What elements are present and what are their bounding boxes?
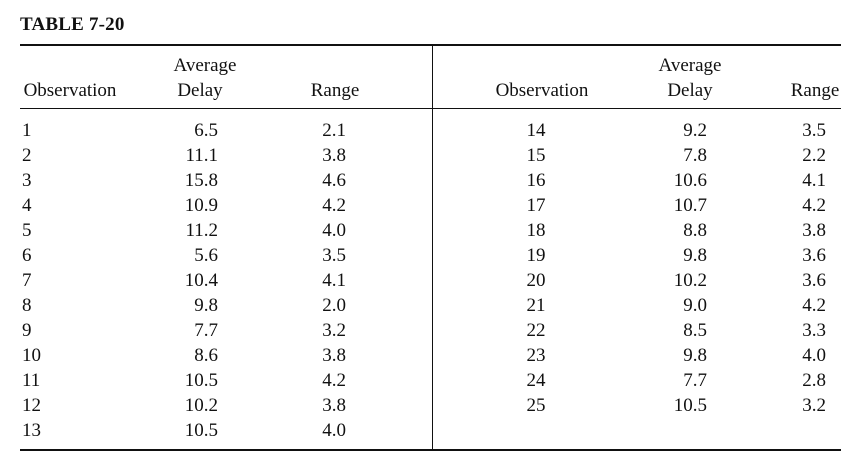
left-observation-cell: 2 [22,145,32,166]
right-observation-cell: 15 [526,145,546,166]
right-range-cell: 4.2 [802,295,826,316]
left-observation-cell: 3 [22,170,32,191]
right-average-delay-cell: 9.0 [683,295,707,316]
right-range-cell: 4.0 [802,345,826,366]
left-range-cell: 4.2 [322,370,346,391]
left-observation-cell: 5 [22,220,32,241]
left-range-cell: 3.8 [322,395,346,416]
left-average-delay-cell: 15.8 [184,170,218,191]
left-header-delay: Delay [177,80,223,101]
left-observation-cell: 10 [22,345,41,366]
left-average-delay-cell: 8.6 [194,345,218,366]
right-average-delay-cell: 10.6 [673,170,707,191]
right-average-delay-cell: 10.2 [673,270,707,291]
right-average-delay-cell: 9.8 [683,345,707,366]
left-header-observation: Observation [23,80,117,101]
right-observation-cell: 17 [526,195,546,216]
left-observation-cell: 9 [22,320,32,341]
right-observation-cell: 24 [526,370,546,391]
left-observation-cell: 11 [22,370,41,391]
right-header-average: Average [658,55,722,76]
left-average-delay-cell: 5.6 [194,245,218,266]
right-observation-cell: 18 [526,220,546,241]
left-range-cell: 3.8 [322,145,346,166]
left-range-cell: 4.6 [322,170,346,191]
left-range-cell: 2.1 [322,120,346,141]
right-observation-cell: 14 [526,120,546,141]
right-range-cell: 3.8 [802,220,826,241]
left-range-cell: 3.5 [322,245,346,266]
right-observation-cell: 16 [526,170,546,191]
left-range-cell: 4.1 [322,270,346,291]
header-rule [20,108,841,109]
left-header-average: Average [173,55,237,76]
left-average-delay-cell: 10.2 [184,395,218,416]
left-range-cell: 4.2 [322,195,346,216]
left-observation-cell: 1 [22,120,32,141]
right-observation-cell: 20 [526,270,546,291]
right-range-cell: 3.6 [802,270,826,291]
right-header-observation: Observation [495,80,589,101]
left-observation-cell: 7 [22,270,32,291]
right-observation-cell: 19 [526,245,546,266]
right-observation-cell: 21 [526,295,546,316]
left-range-cell: 2.0 [322,295,346,316]
left-range-cell: 3.2 [322,320,346,341]
right-range-cell: 3.2 [802,395,826,416]
right-average-delay-cell: 9.8 [683,245,707,266]
right-average-delay-cell: 10.5 [673,395,707,416]
right-range-cell: 4.1 [802,170,826,191]
right-average-delay-cell: 8.5 [683,320,707,341]
left-average-delay-cell: 6.5 [194,120,218,141]
right-average-delay-cell: 7.7 [683,370,707,391]
right-header-range: Range [790,80,840,101]
right-average-delay-cell: 8.8 [683,220,707,241]
left-range-cell: 4.0 [322,220,346,241]
right-average-delay-cell: 10.7 [673,195,707,216]
left-average-delay-cell: 9.8 [194,295,218,316]
right-observation-cell: 22 [526,320,546,341]
left-range-cell: 3.8 [322,345,346,366]
left-average-delay-cell: 10.5 [184,420,218,441]
right-average-delay-cell: 7.8 [683,145,707,166]
left-average-delay-cell: 7.7 [194,320,218,341]
left-average-delay-cell: 10.5 [184,370,218,391]
right-range-cell: 3.6 [802,245,826,266]
right-observation-cell: 23 [526,345,546,366]
right-range-cell: 2.2 [802,145,826,166]
left-average-delay-cell: 10.4 [184,270,218,291]
right-average-delay-cell: 9.2 [683,120,707,141]
right-range-cell: 3.3 [802,320,826,341]
right-range-cell: 2.8 [802,370,826,391]
left-average-delay-cell: 10.9 [184,195,218,216]
right-header-delay: Delay [667,80,713,101]
left-observation-cell: 6 [22,245,32,266]
left-observation-cell: 13 [22,420,41,441]
left-observation-cell: 12 [22,395,41,416]
bottom-rule [20,449,841,451]
left-observation-cell: 8 [22,295,32,316]
right-range-cell: 4.2 [802,195,826,216]
left-average-delay-cell: 11.1 [185,145,218,166]
right-observation-cell: 25 [526,395,546,416]
left-range-cell: 4.0 [322,420,346,441]
right-range-cell: 3.5 [802,120,826,141]
center-divider [432,44,433,451]
left-header-range: Range [310,80,360,101]
left-observation-cell: 4 [22,195,32,216]
table-title: TABLE 7-20 [20,14,125,35]
top-rule [20,44,841,46]
left-average-delay-cell: 11.2 [185,220,218,241]
